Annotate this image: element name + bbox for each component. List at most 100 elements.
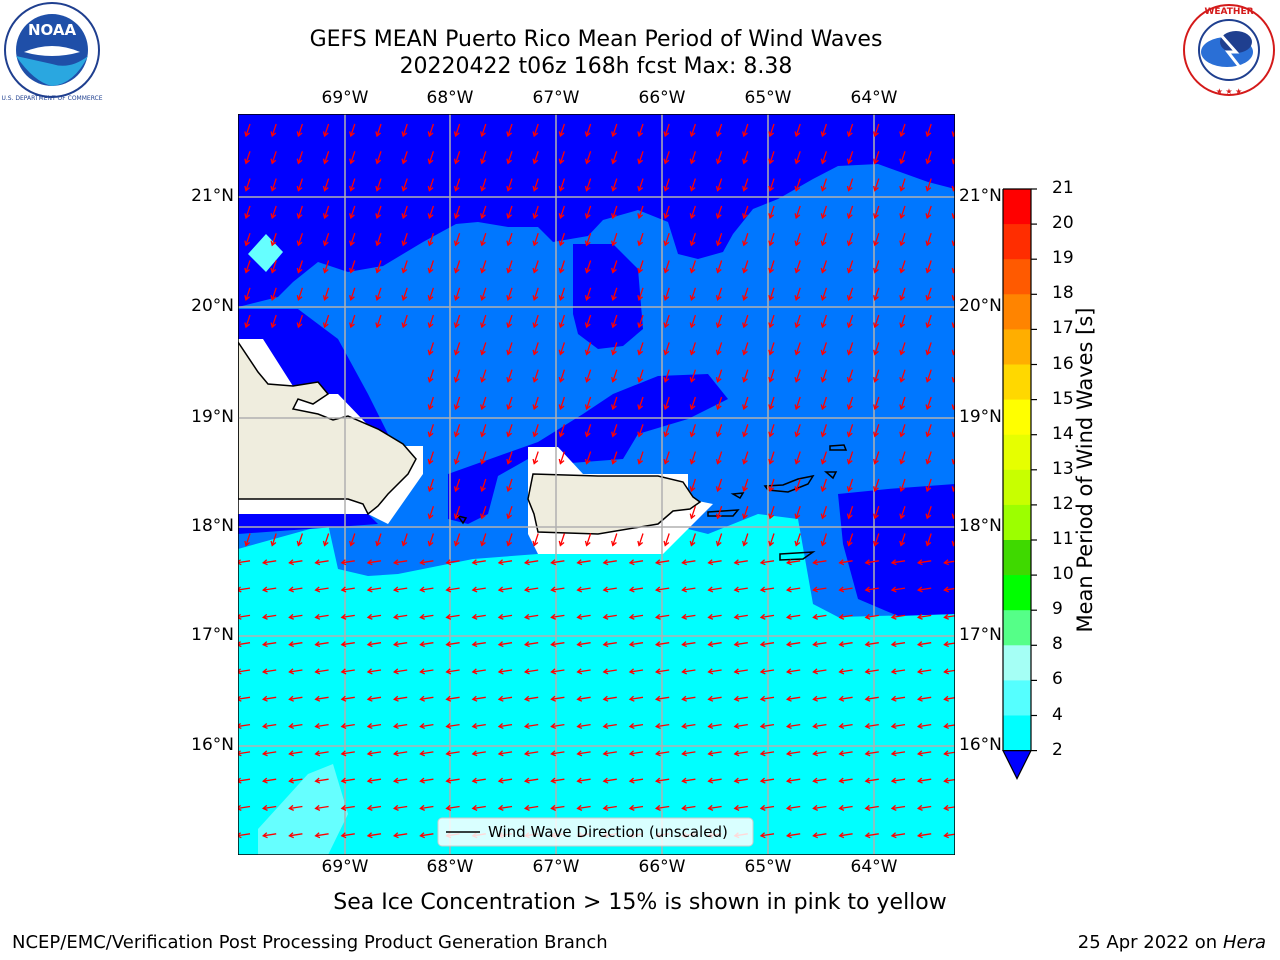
wind-wave-arrow (846, 232, 854, 247)
wind-wave-arrow (951, 211, 955, 220)
wind-wave-arrow (628, 750, 644, 757)
wind-wave-arrow (558, 232, 566, 247)
wind-wave-arrow (715, 287, 723, 301)
colorbar-band (1003, 610, 1031, 646)
wind-wave-arrow (401, 260, 408, 274)
wind-wave-arrow (244, 232, 251, 247)
wind-wave-arrow (943, 750, 955, 757)
wind-wave-arrow (742, 478, 749, 493)
wind-wave-arrow (759, 777, 775, 784)
wind-wave-arrow (637, 151, 644, 165)
wind-wave-arrow (419, 668, 434, 675)
wind-wave-arrow (288, 804, 303, 811)
wind-wave-arrow (785, 750, 801, 757)
wind-wave-arrow (820, 533, 828, 547)
wind-wave-arrow (943, 613, 955, 620)
wind-wave-arrow (322, 314, 330, 329)
wind-wave-arrow (943, 777, 955, 784)
wind-wave-arrow (785, 723, 801, 730)
wind-wave-arrow (349, 151, 356, 165)
wind-wave-arrow (637, 342, 644, 356)
wind-wave-arrow (812, 723, 827, 730)
wind-wave-arrow (785, 832, 801, 839)
wind-wave-arrow (759, 750, 775, 757)
wind-wave-arrow (611, 396, 618, 411)
wind-wave-arrow (270, 205, 277, 220)
lat-label-left: 16°N (191, 735, 234, 755)
wind-wave-arrow (584, 178, 592, 192)
wind-wave-arrow (497, 777, 513, 784)
wind-wave-arrow (340, 777, 355, 784)
wind-wave-arrow (375, 205, 382, 220)
wind-wave-arrow (238, 777, 251, 784)
wind-wave-arrow (637, 533, 644, 547)
wind-wave-arrow (768, 533, 775, 547)
wind-wave-arrow (532, 342, 539, 356)
wind-wave-arrow (759, 559, 775, 566)
wind-wave-arrow (340, 695, 355, 702)
wind-wave-arrow (654, 559, 670, 566)
wind-wave-arrow (812, 832, 827, 839)
lat-label-left: 21°N (191, 186, 234, 206)
wind-wave-arrow (314, 777, 329, 784)
wind-wave-arrow (637, 369, 644, 383)
wind-wave-arrow (471, 613, 486, 620)
wind-wave-arrow (445, 641, 460, 648)
wind-wave-arrow (349, 205, 356, 220)
wind-wave-arrow (532, 205, 539, 220)
wind-wave-arrow (951, 320, 955, 329)
wind-wave-arrow (899, 178, 906, 192)
wind-wave-arrow (820, 287, 828, 301)
wind-wave-arrow (768, 396, 775, 411)
wind-wave-arrow (471, 641, 486, 648)
colorbar-tick-label: 12 (1052, 493, 1074, 514)
lon-label-top: 67°W (532, 88, 580, 108)
wind-wave-arrow (550, 804, 565, 811)
wind-wave-arrow (401, 533, 408, 547)
wind-wave-arrow (899, 424, 906, 438)
wind-wave-arrow (532, 287, 539, 301)
wind-wave-arrow (759, 613, 775, 620)
wind-wave-arrow (943, 804, 955, 811)
wind-wave-arrow (951, 374, 955, 383)
wind-wave-arrow (419, 559, 434, 566)
wind-wave-arrow (794, 478, 801, 493)
wind-wave-arrow (366, 804, 382, 811)
wind-wave-arrow (733, 641, 748, 648)
wind-wave-arrow (244, 533, 251, 547)
wind-wave-arrow (925, 232, 932, 247)
wind-wave-arrow (314, 750, 329, 757)
wind-wave-arrow (602, 695, 617, 702)
colorbar-tick-label: 16 (1052, 353, 1074, 374)
wind-wave-arrow (846, 287, 854, 301)
wind-wave-arrow (864, 695, 879, 702)
wind-wave-arrow (445, 559, 460, 566)
wind-wave-arrow (480, 205, 487, 220)
wind-wave-arrow (654, 723, 670, 730)
wind-wave-arrow (707, 723, 722, 730)
wind-wave-arrow (419, 695, 434, 702)
wind-wave-arrow (366, 641, 382, 648)
wind-wave-arrow (707, 613, 722, 620)
wind-wave-arrow (296, 151, 304, 165)
wind-wave-arrow (288, 695, 303, 702)
wind-wave-arrow (637, 287, 644, 301)
wind-wave-arrow (794, 260, 801, 274)
wind-wave-arrow (445, 695, 460, 702)
lon-label-bottom: 65°W (744, 857, 792, 877)
wind-wave-arrow (768, 260, 775, 274)
wind-wave-arrow (427, 451, 435, 465)
wind-wave-arrow (951, 183, 955, 192)
wind-wave-arrow (611, 205, 618, 220)
wind-wave-arrow (261, 559, 277, 566)
wind-wave-arrow (689, 396, 697, 411)
wind-wave-arrow (506, 342, 513, 356)
wind-wave-arrow (427, 533, 435, 547)
wind-wave-arrow (689, 369, 697, 383)
wind-wave-arrow (349, 533, 356, 547)
wind-wave-arrow (654, 586, 670, 593)
wind-wave-arrow (925, 396, 932, 411)
wind-wave-arrow (654, 750, 670, 757)
wind-wave-arrow (445, 750, 460, 757)
wind-wave-arrow (715, 451, 723, 465)
